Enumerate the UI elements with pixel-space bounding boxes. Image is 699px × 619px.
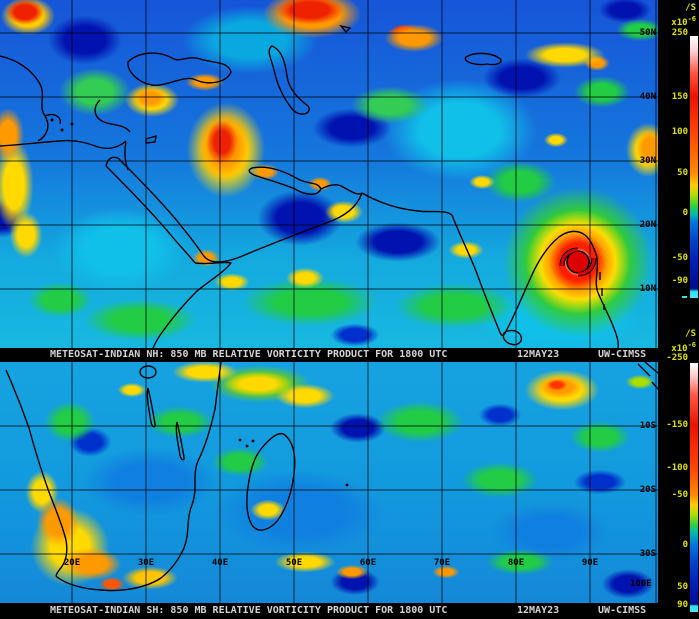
- sh-lat-label-30s: 30S: [639, 549, 656, 559]
- coast-somalia: [152, 261, 233, 348]
- sh-tick-m50: -50: [671, 490, 688, 500]
- nh-tick-150: 150: [671, 92, 688, 102]
- sh-tick-m150: -150: [666, 420, 688, 430]
- nh-caption-bar: METEOSAT-INDIAN NH: 850 MB RELATIVE VORT…: [0, 348, 658, 362]
- nh-lat-label-10n: 10N: [639, 284, 656, 294]
- sh-tick-m100: -100: [666, 463, 688, 473]
- sh-scale-base: x10: [671, 344, 688, 354]
- nh-colorbar-cyan-tick: [682, 296, 687, 298]
- sh-lon-label-80e: 80E: [507, 558, 525, 568]
- nh-tick-50: 50: [677, 168, 688, 178]
- coast-south-arabia: [202, 192, 363, 263]
- nh-caption-date: 12MAY23: [517, 349, 560, 360]
- nh-tick-m90: -90: [671, 276, 688, 286]
- coast-lake-malawi: [175, 421, 185, 461]
- coast-sumatra: [637, 362, 658, 390]
- sh-tick-m250: -250: [666, 353, 688, 363]
- coast-makran: [361, 192, 453, 216]
- sh-lon-label-90e: 90E: [581, 558, 599, 568]
- coast-india-myanmar: [451, 214, 619, 348]
- sh-scale-exp: -6: [687, 341, 696, 349]
- nh-caption-credit: UW-CIMSS: [598, 349, 647, 360]
- sh-colorbar-gradient: [690, 363, 698, 612]
- coast-persian-gulf: [248, 166, 363, 195]
- sh-lon-label-50e: 50E: [285, 558, 303, 568]
- coast-andaman-islands: [599, 272, 605, 310]
- sh-tick-0: 0: [682, 540, 688, 550]
- sh-lon-label-40e: 40E: [211, 558, 229, 568]
- sh-colorbar-scale: x10-6: [658, 340, 696, 354]
- sh-caption-date: 12MAY23: [517, 605, 560, 616]
- coast-levant-egypt: [0, 99, 131, 171]
- coast-lake-tanganyika: [146, 387, 156, 428]
- coast-caspian-sea: [268, 45, 310, 115]
- sh-colorbar-unit: /S: [685, 329, 696, 339]
- coast-aegean: [0, 55, 61, 142]
- sh-lat-label-10s: 10S: [639, 421, 656, 431]
- nh-scale-exp: -6: [687, 15, 696, 23]
- nh-lat-label-50n: 50N: [639, 28, 656, 38]
- sh-map-panel: 10S 20S 30S 20E 30E 40E 50E 60E 70E 80E …: [0, 362, 658, 603]
- sh-vorticity-field: [0, 362, 658, 603]
- coast-small-lake: [339, 24, 352, 34]
- nh-tick-250: 250: [671, 28, 688, 38]
- coast-sri-lanka: [502, 329, 523, 346]
- sh-lon-label-60e: 60E: [359, 558, 377, 568]
- sh-tick-90: 90: [677, 600, 688, 610]
- coast-red-sea: [105, 156, 204, 264]
- sh-lon-label-30e: 30E: [137, 558, 155, 568]
- nh-tick-m50: -50: [671, 253, 688, 263]
- sh-caption-bar: METEOSAT-INDIAN SH: 850 MB RELATIVE VORT…: [0, 603, 658, 619]
- nh-island-dots: [50, 118, 74, 132]
- nh-lat-label-30n: 30N: [639, 156, 656, 166]
- sh-coastlines: [5, 362, 658, 592]
- sh-lat-label-20s: 20S: [639, 485, 656, 495]
- coast-black-sea: [127, 52, 232, 86]
- nh-colorbar-scale: x10-6: [658, 14, 696, 28]
- colorbar-column: /S x10-6 250 150 100 50 0 -50 -90 /S x10…: [658, 0, 699, 619]
- nh-lat-label-40n: 40N: [639, 92, 656, 102]
- coast-africa: [5, 362, 222, 592]
- sh-lon-label-100e: 100E: [630, 579, 652, 589]
- sh-lon-label-70e: 70E: [433, 558, 451, 568]
- nh-tick-100: 100: [671, 127, 688, 137]
- nh-coastlines: [0, 24, 619, 348]
- sh-island-dots: [238, 438, 349, 487]
- coast-aral-lake: [464, 52, 502, 66]
- nh-tick-0: 0: [682, 208, 688, 218]
- nh-caption-text: METEOSAT-INDIAN NH: 850 MB RELATIVE VORT…: [50, 349, 448, 360]
- nh-grid-and-coastlines: [0, 0, 658, 348]
- nh-lat-label-20n: 20N: [639, 220, 656, 230]
- nh-grid-lines: [0, 0, 658, 348]
- coast-cyprus: [145, 135, 157, 144]
- sh-caption-credit: UW-CIMSS: [598, 605, 647, 616]
- nh-scale-base: x10: [671, 18, 688, 28]
- tropical-cyclone-icon: [559, 247, 597, 277]
- coast-madagascar: [246, 432, 296, 531]
- sh-grid-lines: [0, 362, 658, 603]
- sh-tick-50: 50: [677, 582, 688, 592]
- nh-colorbar-gradient: [690, 36, 698, 298]
- coast-lake-victoria: [139, 365, 157, 379]
- nh-colorbar-unit: /S: [685, 3, 696, 13]
- sh-caption-text: METEOSAT-INDIAN SH: 850 MB RELATIVE VORT…: [50, 605, 448, 616]
- sh-grid-and-coastlines: [0, 362, 658, 603]
- nh-vorticity-field: [0, 0, 658, 348]
- sh-lon-label-20e: 20E: [63, 558, 81, 568]
- nh-map-panel: 50N 40N 30N 20N 10N: [0, 0, 658, 348]
